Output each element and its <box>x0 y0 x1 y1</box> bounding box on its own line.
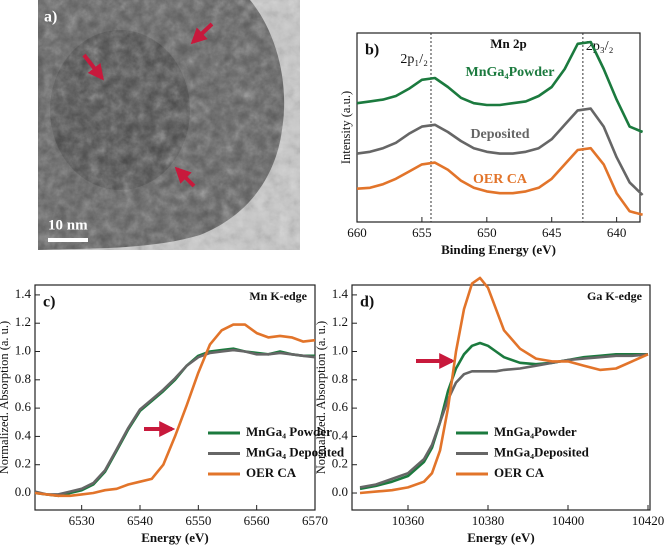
y-tick-label: 1.4 <box>332 286 349 301</box>
y-tick-label: 0.6 <box>332 399 349 414</box>
y-tick-label: 0.4 <box>332 427 349 442</box>
legend-label: OER CA <box>246 465 297 480</box>
x-tick-label: 10380 <box>472 513 505 528</box>
panel-label: a) <box>44 9 57 26</box>
series-line <box>359 341 648 491</box>
y-axis-label: Normalized. Absorption (a. u.) <box>314 321 328 474</box>
panel-label: d) <box>360 294 374 311</box>
y-axis-label: Intensity (a.u.) <box>339 91 353 164</box>
panel-label: b) <box>365 42 379 59</box>
arrow <box>82 53 104 81</box>
x-tick-label: 6530 <box>69 513 95 528</box>
plot-frame <box>34 284 316 511</box>
y-tick-label: 0.8 <box>332 371 348 386</box>
peak-label: 2p₁/₂ <box>400 52 428 67</box>
y-tick-label: 0.6 <box>15 399 32 414</box>
y-tick-label: 1.2 <box>15 314 31 329</box>
chart-title: Mn 2p <box>490 36 526 51</box>
y-tick-label: 1.0 <box>15 342 31 357</box>
y-tick-label: 0.2 <box>15 456 31 471</box>
series-label: OER CA <box>473 172 528 187</box>
series-line <box>359 353 649 489</box>
x-tick-label: 10420 <box>632 513 664 528</box>
series-line <box>356 40 644 134</box>
scale-bar <box>48 238 88 242</box>
x-axis-label: Energy (eV) <box>467 530 535 545</box>
legend-label: OER CA <box>494 465 545 480</box>
legend-label: MnGa₄ Powder <box>246 424 332 439</box>
scale-bar-label: 10 nm <box>48 217 88 233</box>
x-axis-label: Binding Energy (eV) <box>441 242 556 257</box>
x-tick-label: 10400 <box>552 513 585 528</box>
x-tick-label: 640 <box>607 225 627 240</box>
series-line <box>34 323 316 498</box>
y-tick-label: 0.2 <box>332 456 348 471</box>
y-tick-label: 0.4 <box>15 427 32 442</box>
x-tick-label: 650 <box>477 225 497 240</box>
chart-title: Mn K-edge <box>249 289 307 303</box>
plot-frame <box>356 32 641 223</box>
panel-label: c) <box>43 294 55 311</box>
y-tick-label: 0.0 <box>15 484 31 499</box>
x-tick-label: 660 <box>347 225 367 240</box>
series-line <box>356 146 643 217</box>
series-line <box>356 107 644 196</box>
y-tick-label: 1.0 <box>332 342 348 357</box>
legend-label: MnGa₄Deposited <box>494 444 590 459</box>
x-tick-label: 6540 <box>127 513 153 528</box>
x-tick-label: 645 <box>542 225 562 240</box>
y-tick-label: 0.8 <box>15 371 31 386</box>
plot-frame <box>351 284 651 511</box>
x-tick-label: 6570 <box>302 513 328 528</box>
y-axis-label: Normalized. Absorption (a. u.) <box>0 321 11 474</box>
x-tick-label: 10360 <box>392 513 425 528</box>
legend-label: MnGa₄ Deposited <box>246 444 345 459</box>
tem-image: a) 10 nm <box>38 0 300 250</box>
y-tick-label: 1.4 <box>15 286 32 301</box>
x-axis-label: Energy (eV) <box>141 530 209 545</box>
series-line <box>359 276 649 495</box>
image-texture <box>38 0 300 250</box>
x-tick-label: 655 <box>412 225 432 240</box>
x-tick-label: 6550 <box>185 513 211 528</box>
arrow <box>190 22 214 45</box>
series-label: MnGa₄Powder <box>466 65 555 80</box>
y-tick-label: 1.2 <box>332 314 348 329</box>
x-tick-label: 6560 <box>244 513 270 528</box>
series-label: Deposited <box>470 127 529 142</box>
legend-label: MnGa₄Powder <box>494 424 577 439</box>
series-line <box>34 348 316 496</box>
y-tick-label: 0.0 <box>332 484 348 499</box>
peak-label: 2p₃/₂ <box>586 39 614 54</box>
chart-title: Ga K-edge <box>587 289 643 303</box>
arrow <box>174 166 196 188</box>
